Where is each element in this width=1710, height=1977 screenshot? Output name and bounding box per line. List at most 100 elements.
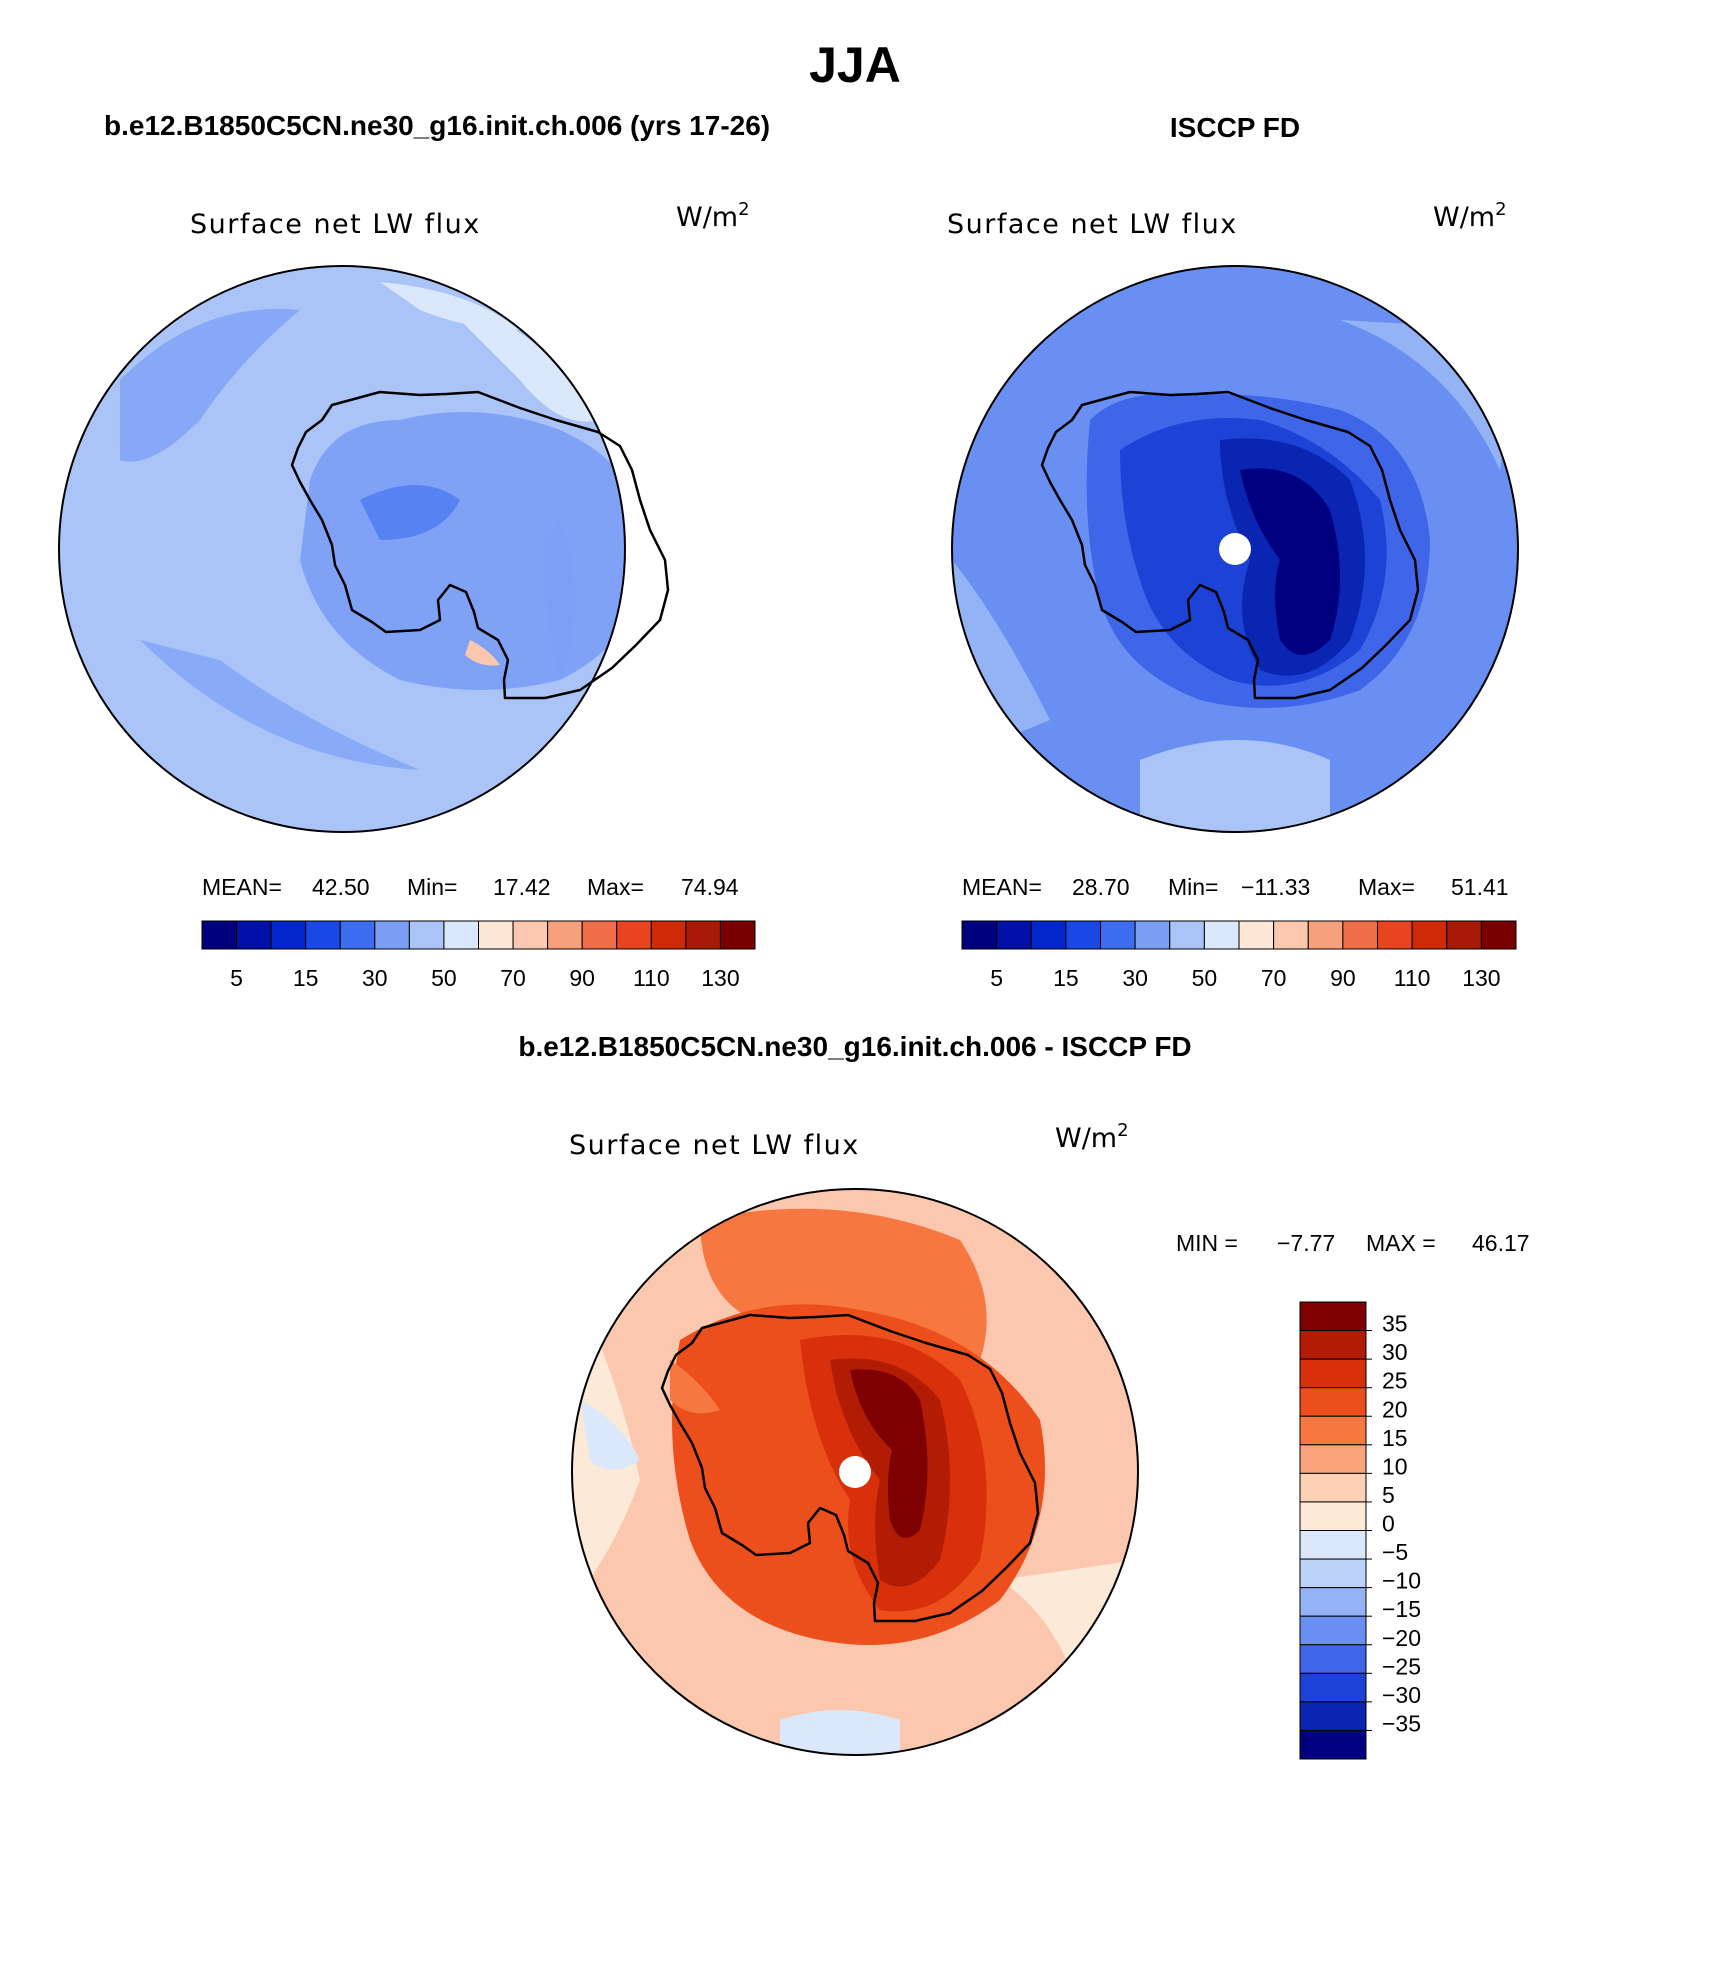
panel-heading-diff: b.e12.B1850C5CN.ne30_g16.init.ch.006 - I… bbox=[518, 1031, 1191, 1062]
colorbar-diff-tick-label: −15 bbox=[1382, 1596, 1421, 1622]
colorbar-obs-swatch bbox=[1134, 920, 1171, 950]
colorbar-obs-swatch bbox=[1203, 920, 1240, 950]
stat-min-label-obs: Min= bbox=[1168, 874, 1219, 900]
panel-heading-obs: ISCCP FD bbox=[1170, 112, 1300, 143]
colorbar-diff-swatch bbox=[1299, 1387, 1367, 1417]
colorbar-diff-swatch bbox=[1299, 1358, 1367, 1389]
colorbar-model-swatch bbox=[443, 920, 479, 950]
colorbar-obs-swatch bbox=[1480, 920, 1517, 950]
colorbar-obs-tick-label: 70 bbox=[1261, 965, 1287, 991]
colorbar-model-swatch bbox=[374, 920, 410, 950]
colorbar-obs-tick-label: 90 bbox=[1330, 965, 1356, 991]
stat-min-value-obs: −11.33 bbox=[1241, 874, 1310, 900]
colorbar-obs-swatch bbox=[1100, 920, 1136, 950]
colorbar-model-swatch bbox=[270, 920, 307, 950]
colorbar-model-tick-label: 70 bbox=[500, 965, 526, 991]
colorbar-diff-swatch bbox=[1299, 1530, 1367, 1560]
colorbar-obs-swatch bbox=[961, 920, 998, 950]
colorbar-model-tick-label: 50 bbox=[431, 965, 457, 991]
colorbar-diff-tick-label: −5 bbox=[1382, 1539, 1408, 1565]
colorbar-diff-swatch bbox=[1299, 1415, 1367, 1446]
colorbar-model-swatch bbox=[236, 920, 272, 950]
colorbar-model: 5 15 30 50 70 90 110 130 bbox=[201, 920, 756, 991]
colorbar-model-swatch bbox=[650, 920, 687, 950]
units-diff: W/m2 bbox=[1055, 1120, 1129, 1154]
colorbar-model-swatch bbox=[201, 920, 238, 950]
colorbar-model-tick-label: 110 bbox=[633, 965, 670, 991]
colorbar-diff-tick-label: 25 bbox=[1382, 1368, 1408, 1394]
colorbar-model-swatch bbox=[685, 920, 721, 950]
stat-min-value-model: 17.42 bbox=[493, 874, 551, 900]
colorbar-diff-tick-label: −10 bbox=[1382, 1568, 1421, 1594]
colorbar-obs-swatch bbox=[1446, 920, 1482, 950]
colorbar-diff-swatch bbox=[1299, 1615, 1367, 1646]
colorbar-model-swatch bbox=[478, 920, 514, 950]
colorbar-diff-tick-label: −25 bbox=[1382, 1653, 1421, 1679]
colorbar-obs-swatch bbox=[1411, 920, 1448, 950]
colorbar-diff-tick-label: −35 bbox=[1382, 1710, 1421, 1736]
colorbar-diff-swatch bbox=[1299, 1558, 1367, 1589]
map-obs bbox=[951, 265, 1519, 833]
stat-min-label-model: Min= bbox=[407, 874, 458, 900]
coastline-obs bbox=[1040, 390, 1420, 700]
colorbar-obs-tick-label: 15 bbox=[1053, 965, 1079, 991]
stat-mean-value-obs: 28.70 bbox=[1072, 874, 1130, 900]
stat-mean-value-model: 42.50 bbox=[312, 874, 370, 900]
panel-heading-model: b.e12.B1850C5CN.ne30_g16.init.ch.006 (yr… bbox=[104, 110, 770, 141]
colorbar-model-swatch bbox=[339, 920, 376, 950]
colorbar-obs-tick-label: 30 bbox=[1122, 965, 1148, 991]
colorbar-obs-swatch bbox=[1238, 920, 1275, 950]
colorbar-obs-tick-label: 50 bbox=[1192, 965, 1218, 991]
colorbar-diff-swatch bbox=[1299, 1330, 1367, 1360]
colorbar-model-swatch bbox=[408, 920, 445, 950]
colorbar-obs-swatch bbox=[1065, 920, 1101, 950]
colorbar-obs-swatch bbox=[1273, 920, 1309, 950]
colorbar-obs: 5 15 30 50 70 90 110 130 bbox=[961, 920, 1517, 991]
stat-mean-label-model: MEAN= bbox=[202, 874, 282, 900]
colorbar-diff-tick-label: 10 bbox=[1382, 1453, 1408, 1479]
colorbar-model-swatch bbox=[305, 920, 341, 950]
colorbar-obs-swatch bbox=[1342, 920, 1378, 950]
colorbar-diff-swatch bbox=[1299, 1587, 1367, 1617]
colorbar-diff-tick-label: 20 bbox=[1382, 1396, 1408, 1422]
colorbar-obs-swatch bbox=[1030, 920, 1067, 950]
colorbar-diff-swatch bbox=[1299, 1672, 1367, 1703]
colorbar-model-swatch bbox=[719, 920, 756, 950]
colorbar-diff-swatch bbox=[1299, 1472, 1367, 1503]
stat-max-value-obs: 51.41 bbox=[1451, 874, 1509, 900]
field-label-obs: Surface net LW flux bbox=[947, 209, 1238, 240]
colorbar-diff-tick-label: 30 bbox=[1382, 1339, 1408, 1365]
colorbar-obs-swatch bbox=[1377, 920, 1413, 950]
stats-model: MEAN= 42.50 Min= 17.42 Max= 74.94 bbox=[202, 874, 739, 900]
stat-max-label-obs: Max= bbox=[1358, 874, 1415, 900]
colorbar-obs-tick-label: 110 bbox=[1394, 965, 1431, 991]
stats-diff: MIN = −7.77 MAX = 46.17 bbox=[1176, 1230, 1530, 1256]
colorbar-obs-tick-label: 5 bbox=[990, 965, 1003, 991]
colorbar-obs-tick-label: 130 bbox=[1462, 965, 1500, 991]
colorbar-diff-swatch bbox=[1299, 1729, 1367, 1760]
units-obs: W/m2 bbox=[1433, 199, 1507, 233]
colorbar-obs-swatch bbox=[996, 920, 1032, 950]
colorbar-model-tick-label: 5 bbox=[230, 965, 243, 991]
colorbar-diff-swatch bbox=[1299, 1501, 1367, 1531]
colorbar-diff-swatch bbox=[1299, 1644, 1367, 1674]
colorbar-model-swatch bbox=[581, 920, 618, 950]
coastline-model bbox=[290, 390, 670, 700]
stat-min-label-diff: MIN = bbox=[1176, 1230, 1238, 1256]
colorbar-diff-tick-label: 5 bbox=[1382, 1482, 1395, 1508]
colorbar-diff-tick-label: 0 bbox=[1382, 1511, 1395, 1537]
colorbar-diff-tick-label: 15 bbox=[1382, 1425, 1408, 1451]
colorbar-model-tick-label: 130 bbox=[701, 965, 739, 991]
colorbar-model-swatch bbox=[616, 920, 652, 950]
stat-max-value-model: 74.94 bbox=[681, 874, 739, 900]
colorbar-obs-swatch bbox=[1307, 920, 1344, 950]
stat-max-label-diff: MAX = bbox=[1366, 1230, 1436, 1256]
map-diff bbox=[571, 1188, 1139, 1756]
colorbar-model-swatch bbox=[547, 920, 583, 950]
colorbar-model-tick-label: 15 bbox=[293, 965, 319, 991]
stat-max-value-diff: 46.17 bbox=[1472, 1230, 1530, 1256]
stat-max-label-model: Max= bbox=[587, 874, 644, 900]
